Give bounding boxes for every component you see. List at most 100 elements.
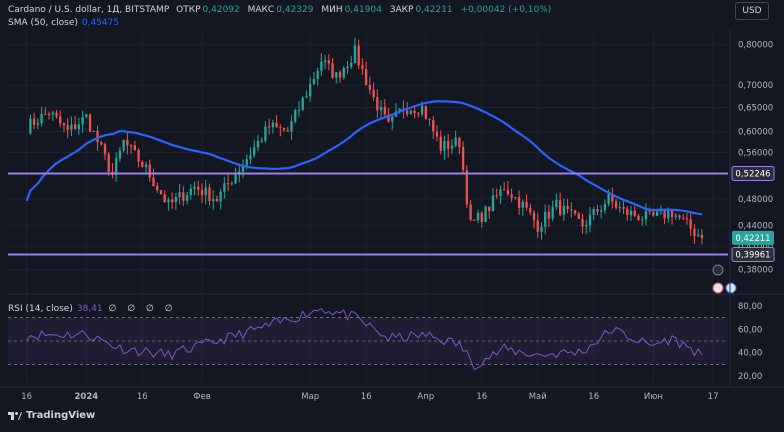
- candle-body: [267, 126, 271, 128]
- price-tick-label: 0,44000: [738, 221, 773, 231]
- candle-body: [503, 189, 506, 191]
- candle-body: [226, 183, 230, 185]
- rsi-tick-label: 60,00: [738, 325, 762, 335]
- candle-body: [670, 211, 674, 217]
- rsi-label: RSI (14, close): [8, 304, 73, 314]
- candle-body: [115, 158, 118, 175]
- candle-body: [294, 110, 297, 122]
- sma-legend[interactable]: SMA (50, close) 0,45475: [8, 18, 119, 28]
- candle-body: [167, 199, 170, 203]
- level-price-tag: [731, 246, 775, 262]
- candle-body: [555, 200, 558, 207]
- candle-body: [618, 207, 621, 209]
- candle-body: [417, 113, 420, 115]
- candle-body: [219, 191, 222, 202]
- candle-body: [88, 114, 92, 132]
- candle-body: [241, 165, 245, 172]
- candle-body: [521, 201, 524, 208]
- candle-body: [156, 186, 159, 191]
- candle-body: [368, 84, 372, 90]
- candle-body: [700, 234, 704, 238]
- level-price-tag: [731, 165, 775, 181]
- candle-body: [245, 159, 248, 166]
- candle-body: [529, 207, 532, 213]
- candle-body: [469, 204, 472, 220]
- time-tick-label: 16: [361, 392, 372, 402]
- candle-body: [480, 212, 483, 222]
- brand-name: TradingView: [26, 410, 96, 421]
- candle-body: [514, 197, 517, 199]
- candle-body: [383, 106, 386, 115]
- candle-body: [212, 198, 215, 202]
- candle-body: [364, 68, 368, 85]
- change-value: +0,00042 (+0,10%): [460, 5, 552, 15]
- candle-body: [562, 205, 566, 215]
- candle-body: [152, 177, 155, 187]
- candle-body: [391, 116, 394, 122]
- candle-body: [685, 218, 689, 220]
- candle-body: [100, 142, 103, 145]
- tradingview-logo[interactable]: TradingView: [8, 410, 95, 421]
- close-value: 0,42211: [415, 5, 453, 15]
- candle-body: [249, 155, 252, 160]
- candle-body: [558, 200, 562, 215]
- candle-body: [107, 154, 110, 172]
- candle-body: [290, 121, 293, 132]
- candle-body: [696, 234, 700, 236]
- rsi-tick-label: 20,00: [738, 372, 762, 382]
- candle-body: [655, 211, 659, 216]
- event-icon: [725, 282, 737, 294]
- candle-body: [346, 66, 349, 69]
- candle-body: [551, 206, 554, 219]
- low-value: 0,41904: [344, 5, 382, 15]
- candle-body: [234, 174, 237, 184]
- candle-body: [62, 123, 66, 126]
- time-tick-label: 17: [708, 392, 719, 402]
- candle-body: [424, 105, 427, 120]
- candle-body: [122, 139, 125, 151]
- candle-body: [465, 169, 469, 205]
- candle-body: [36, 123, 40, 125]
- rsi-legend[interactable]: RSI (14, close) 38,41 ∅ ∅ ∅ ∅: [8, 304, 177, 314]
- candle-body: [309, 83, 312, 97]
- candle-body: [458, 137, 461, 148]
- candle-body: [141, 161, 144, 167]
- symbol-title[interactable]: Cardano / U.S. dollar, 1Д, BITSTAMP: [8, 5, 170, 15]
- candle-body: [301, 97, 304, 110]
- candle-body: [439, 136, 442, 151]
- candle-body: [316, 70, 319, 79]
- candle-body: [230, 183, 233, 185]
- candle-body: [32, 118, 36, 125]
- candle-body: [667, 211, 670, 219]
- high-label: МАКС: [247, 5, 275, 15]
- candle-body: [476, 212, 480, 221]
- candle-body: [435, 131, 439, 137]
- candle-body: [137, 150, 140, 162]
- candle-body: [253, 147, 256, 156]
- candle-body: [335, 72, 338, 78]
- sma-value: 0,45475: [81, 18, 120, 28]
- candle-body: [174, 196, 178, 202]
- candle-body: [29, 118, 32, 134]
- candle-body: [40, 113, 43, 124]
- currency-button[interactable]: USD: [735, 2, 769, 20]
- candle-body: [144, 164, 148, 167]
- candle-body: [66, 125, 69, 130]
- ohlc-legend: Cardano / U.S. dollar, 1Д, BITSTAMP ОТКР…: [8, 5, 556, 15]
- price-tick-label: 0,60000: [738, 128, 773, 138]
- candle-body: [600, 210, 603, 212]
- candle-body: [461, 147, 465, 170]
- candle-body: [44, 113, 47, 115]
- candle-body: [260, 140, 263, 142]
- sma-line: [25, 100, 703, 216]
- candle-body: [197, 186, 200, 190]
- candle-body: [148, 164, 151, 178]
- candle-body: [525, 201, 528, 208]
- event-icon: [712, 264, 724, 276]
- candle-body: [536, 220, 539, 232]
- candle-body: [387, 114, 390, 122]
- candle-body: [420, 105, 424, 115]
- candle-body: [271, 122, 275, 128]
